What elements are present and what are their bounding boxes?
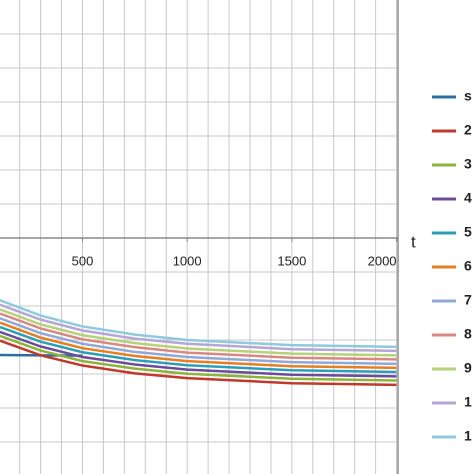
legend-label: s [464, 88, 472, 104]
series-line [0, 334, 397, 382]
series-line [0, 339, 397, 387]
series-line [0, 330, 397, 378]
legend-label: 1 [464, 428, 472, 444]
series-line [0, 312, 397, 361]
legend-label: 5 [464, 224, 472, 240]
legend-label: 2 [464, 122, 472, 138]
series-line [0, 317, 397, 366]
legend-label: 8 [464, 326, 472, 342]
x-tick-label: 1000 [173, 253, 202, 268]
legend-label: 4 [464, 190, 472, 206]
legend-label: 7 [464, 292, 472, 308]
x-axis-label: t [411, 232, 416, 251]
series-line [0, 321, 397, 370]
series-line [0, 299, 397, 349]
legend-label: 3 [464, 156, 472, 172]
legend-label: 1 [464, 394, 472, 410]
x-tick-label: 1500 [277, 253, 306, 268]
x-tick-label: 2000 [368, 253, 397, 268]
series-line [0, 325, 397, 374]
x-tick-label: 500 [72, 253, 94, 268]
legend-label: 6 [464, 258, 472, 274]
series-line [0, 308, 397, 357]
legend-label: 9 [464, 360, 472, 376]
series-line [0, 303, 397, 353]
